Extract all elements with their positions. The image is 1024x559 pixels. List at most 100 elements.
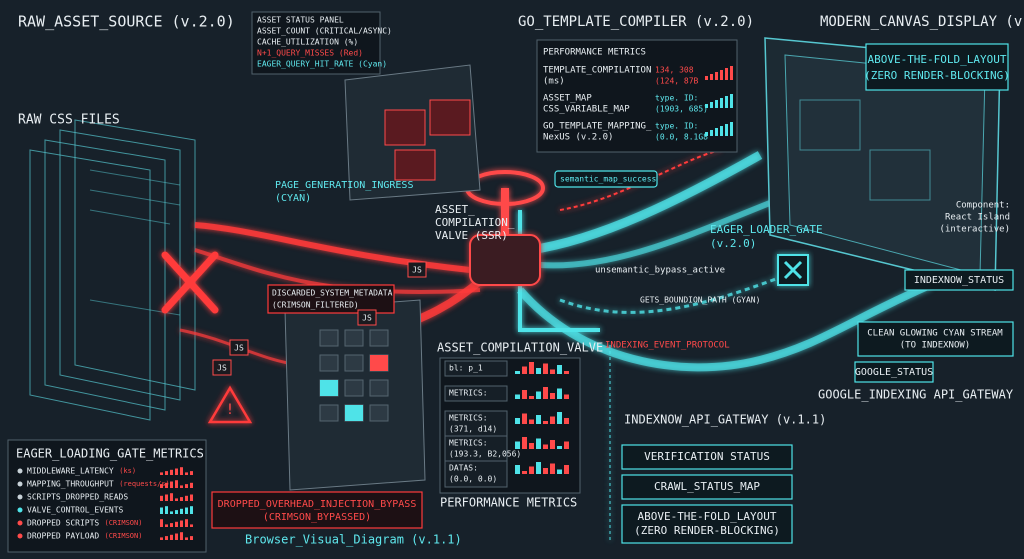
component-label: React Island [945,213,1010,223]
mini-bar [170,469,173,475]
mini-bar [550,393,555,399]
mini-bar [529,396,534,399]
js-badge-box [229,339,249,356]
red-x [161,251,219,314]
mini-bar [715,100,718,108]
mini-bar [165,506,168,514]
panel-title: EAGER_LOADING_GATE_METRICS [16,447,204,461]
bullet [17,481,23,487]
gate-row: DROPPED PAYLOAD [27,532,99,541]
mini-bar [564,394,569,399]
mini-bar [522,366,527,374]
mini-bar [515,371,520,374]
mini-bar [536,438,541,449]
mini-bar [160,472,163,475]
google-status-box [854,361,934,383]
row-box [444,410,508,438]
row-box [444,360,508,377]
mini-bar [175,480,178,488]
mini-bar [175,468,178,475]
gate-row: MAPPING_THROUGHPUT [27,480,114,489]
cyan-x [777,254,809,286]
semantic-tag [554,170,658,188]
mini-bar [165,471,168,475]
mini-bar [730,122,733,136]
js-badge-box [407,261,427,278]
discarded-label: DISCARDED_SYSTEM_METADATA [272,289,393,298]
metric-value: 134, 308 [655,66,694,75]
mini-bar [725,96,728,108]
mini-bar [730,66,733,80]
mini-bar [536,415,541,424]
row-box [444,385,508,402]
js-badge: JS [234,344,244,353]
bypass-box [211,491,423,529]
metric-value: type. ID: [655,94,698,103]
panel-row: N+1_QUERY_MISSES (Red) [257,49,363,58]
title: MODERN_CANVAS_DISPLAY (v.1.1) [820,14,1024,30]
protocol-label: INDEXING_EVENT_PROTOCOL [605,341,730,351]
mini-bar [557,446,562,449]
metric-value: (0.0, 8.1G8 [655,133,708,142]
mini-bar [180,485,183,488]
metric-label: NexUS (v.2.0) [543,133,613,143]
mini-bar [725,68,728,80]
mini-bar [170,481,173,488]
layout-label: (ZERO RENDER-BLOCKING) [864,69,1010,82]
mini-bar [180,508,183,514]
mini-bar [515,465,520,474]
status-box-label: VERIFICATION STATUS [644,450,770,463]
mini-bar [165,494,168,501]
mini-bar [543,387,548,399]
css-file-stack [29,119,196,421]
mini-bar [564,418,569,424]
metric-label: (ms) [543,77,565,87]
valve-row: (371, d14) [449,425,497,434]
status-box-label: (ZERO RENDER-BLOCKING) [634,524,780,537]
gateway-label: GOOGLE_INDEXING API_GATEWAY [818,388,1014,402]
mini-bar [536,462,541,474]
bullet [17,533,23,539]
layout-box [865,43,1009,91]
valve-row: METRICS: [449,414,488,423]
mini-bar [170,523,173,527]
mini-bar [185,472,188,475]
layout-label: ABOVE-THE-FOLD_LAYOUT [867,53,1006,66]
mini-bar [564,441,569,449]
js-badge: JS [412,266,422,275]
mini-bar [536,391,541,399]
mini-bar [170,511,173,514]
mini-bar [715,128,718,136]
mini-bar [515,418,520,424]
mini-bar [550,416,555,424]
gate-row-unit: (requests/s) [119,480,170,488]
mini-bar [185,507,188,514]
valve-row: METRICS: [449,439,488,448]
js-badge: JS [362,314,372,323]
mini-bar [557,365,562,374]
mini-bar [705,76,708,80]
metric-label: GO_TEMPLATE_MAPPING_ [543,122,652,132]
warning-mark: ! [226,402,234,418]
mini-bar [180,520,183,527]
mini-bar [190,494,193,501]
mini-bar [557,469,562,474]
bullet [17,520,23,526]
browser-label: Browser_Visual_Diagram (v.1.1) [245,533,462,547]
mini-bar [543,421,548,424]
mini-bar [165,482,168,488]
mini-bar [557,412,562,424]
metric-label: ASSET_MAP [543,94,592,104]
mini-bar [180,532,183,540]
mini-bar [175,521,178,527]
valve-row: METRICS: [449,389,488,398]
js-badge: JS [217,364,227,373]
mini-bar [180,467,183,475]
server-box [344,64,481,201]
mini-bar [160,507,163,514]
status-box-label: CRAWL_STATUS_MAP [654,480,760,493]
gate-row: SCRIPTS_DROPPED_READS [27,493,128,502]
status-box [621,504,793,544]
mini-bar [705,132,708,136]
